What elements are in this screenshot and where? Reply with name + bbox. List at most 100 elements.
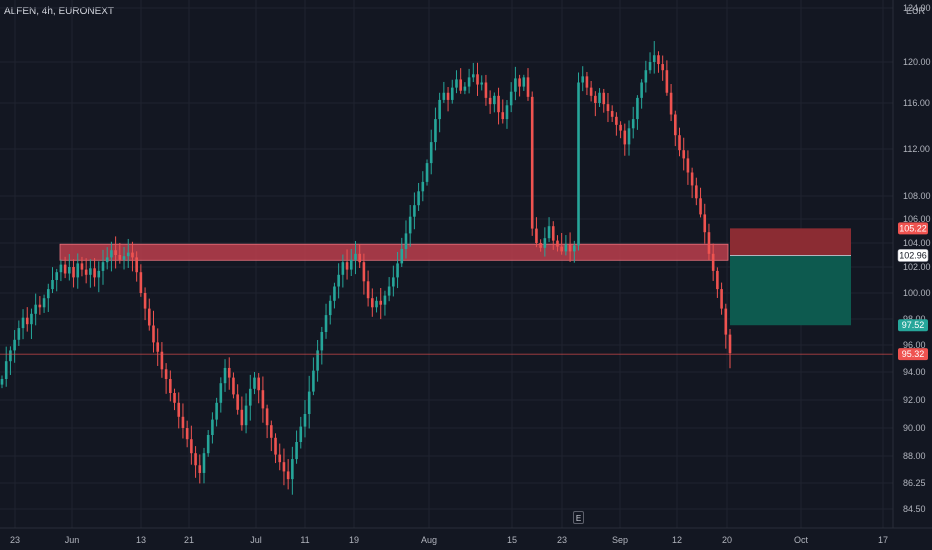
earnings-event-marker[interactable]: E [573,511,584,524]
chart-title: ALFEN, 4h, EURONEXT [4,6,115,17]
candle [21,309,25,340]
candle [535,217,538,248]
candle-body [68,267,71,274]
candle [446,87,450,112]
x-tick-label: 15 [507,535,517,545]
candle [345,249,349,280]
candle [463,82,467,95]
candle-body [72,267,75,278]
candle-body [215,402,218,420]
candle-body [42,298,46,308]
candle-body [623,130,627,145]
candle [51,267,54,294]
candle-body [501,112,505,120]
price-badges: 105.22 102.96 97.52 95.32 [897,222,929,361]
candle-body [169,379,172,393]
candle-body [682,150,686,159]
candle-body [248,388,252,406]
candle [223,359,227,392]
candle [177,392,181,429]
candle [627,120,631,156]
candle [421,171,425,202]
candle-body [514,78,517,92]
trade-position-box[interactable] [730,228,851,326]
candle [147,298,151,331]
candle [240,396,244,431]
candle [282,448,286,486]
candle [4,346,8,387]
candle [261,376,265,423]
candle-body [707,232,711,254]
candle [105,247,109,270]
candle [227,357,231,390]
candle [131,241,134,272]
candle-body [539,243,542,248]
candle [160,342,164,378]
resistance-zone-rect [59,243,729,261]
candle [366,270,370,307]
candle-body [476,74,479,85]
candle-body [392,277,395,287]
candle [38,296,42,315]
x-tick-label: 20 [722,535,732,545]
candle [711,243,715,281]
candle [564,235,568,256]
candle [514,66,517,101]
candle [551,221,555,250]
candle [328,295,332,325]
candle [89,259,92,288]
candle-body [644,70,648,83]
candle [299,416,303,449]
candle [425,159,429,186]
candle [265,404,269,439]
candle [0,375,4,389]
candle-body [446,92,450,100]
candle-body [156,342,159,352]
candle [594,91,597,117]
candle [295,430,298,464]
candle-body [206,435,210,454]
candle-body [396,263,399,278]
candle-body [181,416,185,428]
candle [573,240,576,263]
candle-body [244,405,248,426]
candle-body [560,246,563,252]
candle-body [0,379,4,385]
candle-body [585,76,589,88]
x-tick-label: Jul [250,535,262,545]
candle-body [34,304,37,314]
price-badge-current: 95.32 [898,348,928,361]
candle [122,246,126,270]
candle-body [312,370,315,392]
candle-body [295,442,298,460]
candle [404,220,408,259]
candle [76,253,80,289]
candle-body [488,97,492,105]
candle [472,62,475,83]
candle-body [657,55,660,65]
candle-body [89,268,92,275]
candle-body [724,308,728,335]
candle [126,238,130,268]
y-tick-label: 90.00 [903,423,926,433]
x-tick-label: 19 [349,535,359,545]
price-badge-stop: 105.22 [898,222,928,235]
candle [720,282,723,315]
candle-body [278,454,282,463]
candle-body [333,286,336,301]
candle-body [547,226,551,239]
candle [568,232,572,262]
candle [383,290,387,316]
candle-body [556,240,559,247]
candle-body [652,55,656,62]
candle [173,388,176,411]
candle [152,310,155,353]
candle-body [236,394,239,410]
y-tick-label: 86.25 [903,478,926,488]
candle [101,249,105,285]
candle-body [177,402,181,417]
candle-body [400,249,404,264]
candle-body [257,377,260,391]
candle [690,167,694,199]
